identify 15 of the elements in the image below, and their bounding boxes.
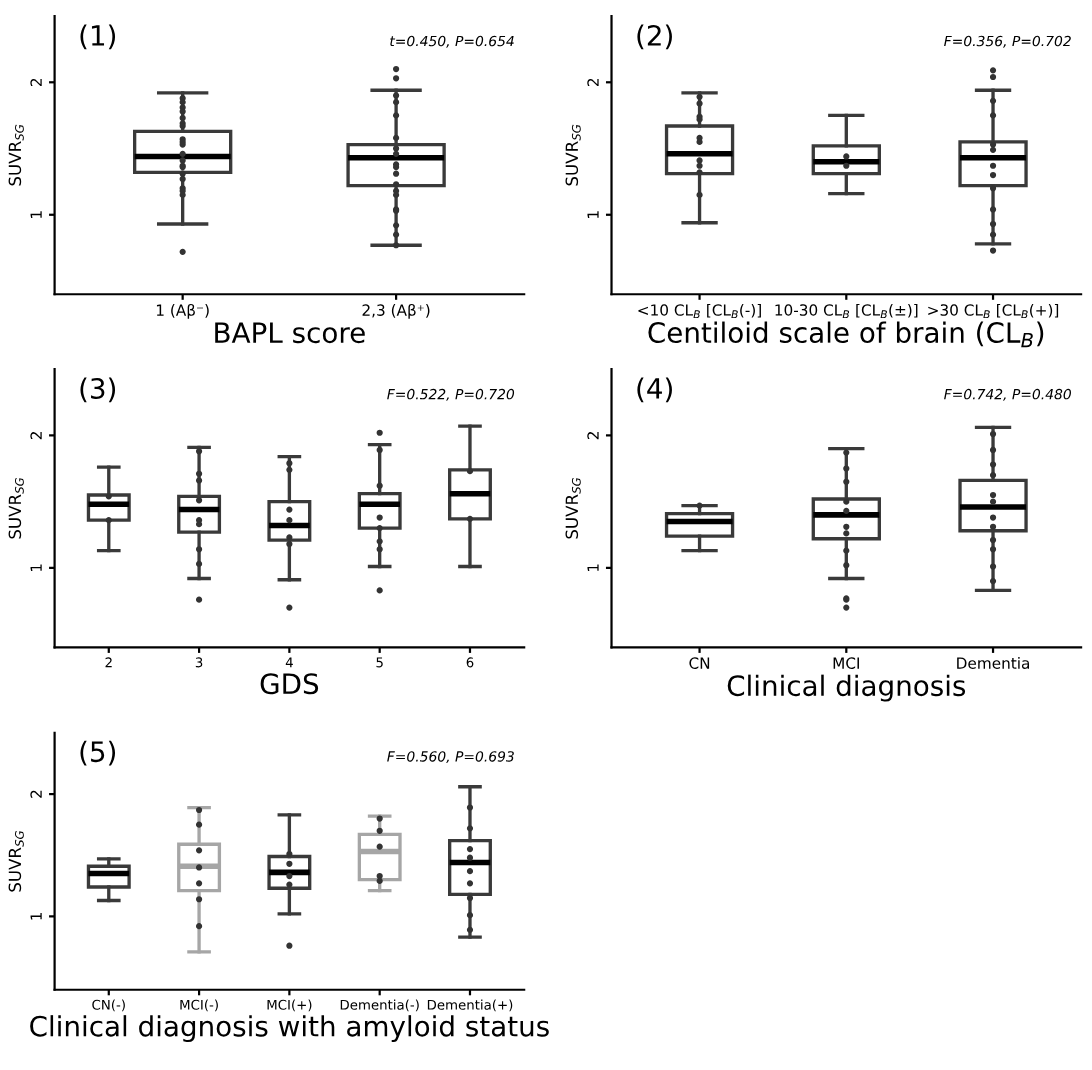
x-axis-title: Clinical diagnosis [727,674,966,702]
x-axis-title: GDS [260,673,319,695]
y-axis-title: SUVR$_{SG}$ [565,477,581,539]
y-axis-title: SUVR$_{SG}$ [565,124,581,186]
chart-title: (5) [80,740,116,766]
x-axis-title: Centiloid scale of brain (CL$_{B}$) [648,321,1044,348]
chart-title: (2) [637,24,672,50]
chart-title: (3) [80,377,116,403]
y-axis-title: SUVR$_{SG}$ [8,124,24,186]
y-axis-title: SUVR$_{SG}$ [8,477,24,539]
chart-title: (1) [80,24,116,50]
chart-title: (4) [637,377,672,403]
y-axis-title: SUVR$_{SG}$ [8,830,24,892]
x-axis-title: BAPL score [215,322,365,344]
x-axis-title: Clinical diagnosis with amyloid status [30,1015,549,1043]
